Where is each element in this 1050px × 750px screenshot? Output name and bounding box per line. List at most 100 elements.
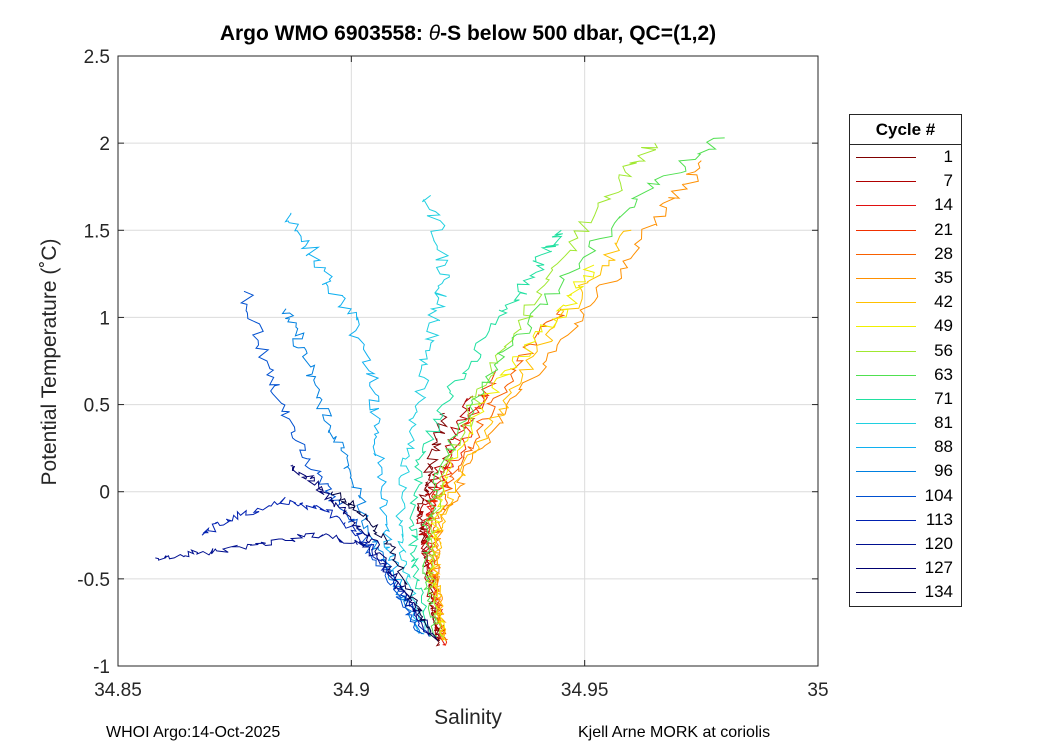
legend-swatch bbox=[856, 423, 916, 425]
legend-swatch bbox=[856, 471, 916, 473]
footer-right: Kjell Arne MORK at coriolis bbox=[578, 724, 771, 741]
legend-label: 96 bbox=[934, 461, 953, 481]
legend: Cycle # 1 7 14 21 28 35 42 49 56 63 71 81 88 96 104 113… bbox=[849, 114, 962, 607]
series-line-cycle-127 bbox=[290, 464, 437, 639]
legend-swatch bbox=[856, 181, 916, 183]
legend-label: 81 bbox=[934, 413, 953, 433]
series-line-cycle-42 bbox=[431, 229, 632, 641]
legend-item: 56 bbox=[850, 339, 961, 363]
legend-swatch bbox=[856, 277, 916, 279]
legend-swatch bbox=[856, 253, 916, 255]
plot-frame bbox=[117, 55, 819, 667]
legend-swatch bbox=[856, 350, 916, 352]
legend-swatch bbox=[856, 592, 916, 594]
x-tick-label: 35 bbox=[807, 680, 828, 701]
y-tick-label: -0.5 bbox=[77, 570, 110, 591]
legend-title: Cycle # bbox=[850, 115, 961, 145]
legend-item: 104 bbox=[850, 484, 961, 508]
legend-label: 113 bbox=[925, 509, 953, 529]
y-tick-label: 1.5 bbox=[84, 221, 110, 242]
legend-label: 104 bbox=[924, 485, 953, 505]
chart-title-suffix: -S below 500 dbar, QC=(1,2) bbox=[440, 22, 717, 45]
x-tick-label: 34.85 bbox=[94, 680, 142, 701]
legend-item: 71 bbox=[850, 387, 961, 411]
series-line-cycle-88 bbox=[284, 212, 425, 635]
legend-label: 1 bbox=[943, 147, 953, 166]
y-tick-label: 2.5 bbox=[84, 47, 110, 68]
legend-swatch bbox=[856, 374, 916, 376]
legend-swatch bbox=[856, 544, 916, 545]
legend-swatch bbox=[856, 157, 916, 158]
legend-label: 42 bbox=[934, 292, 953, 312]
legend-label: 56 bbox=[934, 340, 953, 360]
legend-label: 28 bbox=[934, 243, 953, 263]
chart-title: Argo WMO 6903558: θ-S below 500 dbar, QC… bbox=[118, 22, 818, 46]
legend-swatch bbox=[856, 229, 916, 231]
x-tick-label: 34.9 bbox=[333, 680, 370, 701]
series-line-cycle-28 bbox=[430, 308, 566, 640]
legend-swatch bbox=[856, 398, 916, 400]
chart-title-prefix: Argo WMO 6903558: bbox=[219, 22, 429, 45]
legend-item: 134 bbox=[850, 580, 961, 604]
legend-item: 14 bbox=[850, 193, 961, 217]
legend-item: 49 bbox=[850, 314, 961, 338]
legend-label: 7 bbox=[943, 171, 953, 191]
series-layer bbox=[155, 137, 725, 647]
footer-left: WHOI Argo:14-Oct-2025 bbox=[106, 724, 281, 741]
legend-item: 127 bbox=[850, 556, 961, 580]
legend-item: 35 bbox=[850, 266, 961, 290]
legend-item: 113 bbox=[850, 508, 961, 532]
legend-item: 96 bbox=[850, 459, 961, 483]
series-line-cycle-71 bbox=[407, 229, 563, 638]
legend-item: 63 bbox=[850, 363, 961, 387]
legend-label: 88 bbox=[934, 437, 953, 457]
series-line-cycle-63 bbox=[421, 137, 725, 638]
legend-items: 1 7 14 21 28 35 42 49 56 63 71 81 88 96 104 113 120 127 13… bbox=[850, 145, 961, 605]
y-tick-label: 0 bbox=[99, 483, 110, 504]
series-line-cycle-104 bbox=[239, 290, 423, 635]
legend-item: 28 bbox=[850, 242, 961, 266]
legend-swatch bbox=[856, 326, 916, 328]
legend-swatch bbox=[856, 519, 916, 521]
legend-item: 88 bbox=[850, 435, 961, 459]
legend-swatch bbox=[856, 447, 916, 449]
legend-item: 21 bbox=[850, 218, 961, 242]
legend-label: 134 bbox=[924, 582, 953, 602]
plot-background bbox=[118, 56, 818, 666]
legend-swatch bbox=[856, 205, 916, 207]
series-line-cycle-96 bbox=[281, 308, 421, 634]
legend-label: 49 bbox=[934, 316, 953, 336]
series-line-cycle-56 bbox=[426, 142, 659, 638]
legend-label: 14 bbox=[934, 195, 953, 215]
legend-label: 21 bbox=[934, 219, 953, 239]
legend-label: 63 bbox=[934, 364, 953, 384]
plot-area bbox=[118, 56, 818, 666]
legend-swatch bbox=[856, 495, 916, 497]
series-line-cycle-7 bbox=[416, 395, 474, 641]
x-tick-label: 34.95 bbox=[561, 680, 609, 701]
legend-item: 42 bbox=[850, 290, 961, 314]
tick-labels: 34.85 34.9 34.95 35 -1 -0.5 0 0.5 1 1.5 2 2.5 bbox=[77, 47, 828, 701]
legend-item: 81 bbox=[850, 411, 961, 435]
x-axis-label: Salinity bbox=[434, 706, 502, 729]
chart-title-theta: θ bbox=[428, 22, 441, 45]
y-axis-label: Potential Temperature (˚C) bbox=[38, 238, 61, 485]
series-line-cycle-120 bbox=[155, 532, 430, 635]
legend-item: 7 bbox=[850, 169, 961, 193]
series-line-cycle-134 bbox=[330, 491, 439, 642]
y-tick-label: 2 bbox=[99, 134, 110, 155]
y-tick-label: 1 bbox=[99, 308, 110, 329]
legend-item: 1 bbox=[850, 145, 961, 169]
legend-label: 127 bbox=[924, 558, 953, 578]
legend-swatch bbox=[856, 568, 916, 570]
y-tick-label: -1 bbox=[93, 657, 110, 678]
series-line-cycle-81 bbox=[395, 195, 450, 633]
series-line-cycle-49 bbox=[425, 264, 595, 642]
legend-item: 120 bbox=[850, 532, 961, 556]
axes bbox=[117, 55, 819, 667]
legend-label: 71 bbox=[934, 388, 953, 408]
legend-swatch bbox=[856, 302, 916, 304]
legend-label: 120 bbox=[924, 534, 953, 553]
